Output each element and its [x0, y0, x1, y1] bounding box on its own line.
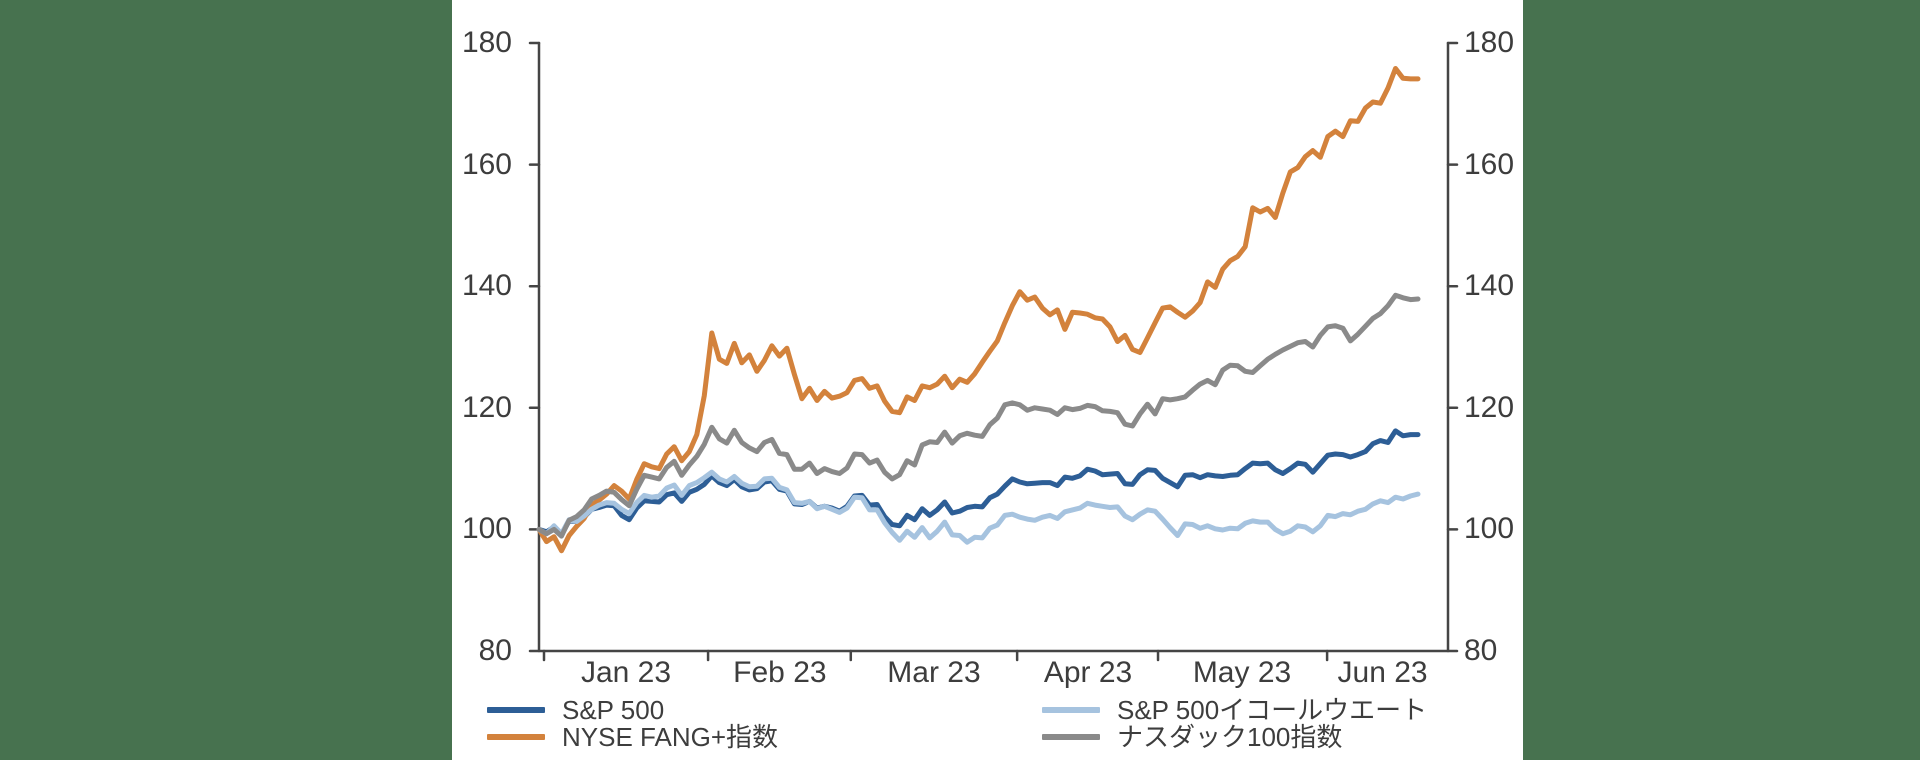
- legend-label: ナスダック100指数: [1117, 722, 1343, 752]
- x-tick-label: Jan 23: [580, 656, 672, 689]
- y-tick-label-right: 160: [1464, 147, 1515, 181]
- legend-item: S&P 500: [487, 695, 664, 725]
- legend-item: ナスダック100指数: [1042, 722, 1342, 752]
- legend-item: NYSE FANG+指数: [487, 722, 778, 752]
- legend-label: S&P 500: [562, 695, 665, 725]
- series-line-1: [536, 66, 1421, 554]
- y-tick-label-left: 140: [461, 269, 512, 303]
- y-tick-label-left: 120: [461, 390, 512, 424]
- x-tick-label: Jun 23: [1337, 656, 1428, 689]
- y-tick-label-left: 80: [478, 634, 512, 667]
- x-tick-label: May 23: [1192, 656, 1292, 689]
- y-tick-label-right: 100: [1464, 512, 1515, 546]
- y-tick-label-right: 140: [1464, 269, 1515, 303]
- series-line-0: [536, 428, 1421, 537]
- y-tick-label-right: 180: [1464, 26, 1515, 59]
- x-tick-label: Mar 23: [887, 656, 981, 689]
- legend-label: S&P 500イコールウエート: [1117, 695, 1428, 725]
- axis-frame: [537, 41, 1450, 653]
- y-tick-label-right: 120: [1464, 390, 1515, 424]
- axis-ticks: [528, 41, 1459, 662]
- y-tick-label-left: 160: [461, 147, 512, 181]
- y-tick-label-left: 100: [461, 512, 512, 546]
- x-tick-label: Feb 23: [733, 656, 827, 689]
- legend-line-swatch: [1042, 734, 1100, 740]
- left-margin-panel: [0, 0, 452, 760]
- legend-line-swatch: [487, 734, 545, 740]
- legend-line-swatch: [487, 707, 545, 713]
- legend-label: NYSE FANG+指数: [562, 722, 778, 752]
- legend-item: S&P 500イコールウエート: [1042, 695, 1427, 725]
- legend-line-swatch: [1042, 707, 1100, 713]
- x-tick-label: Apr 23: [1043, 656, 1133, 689]
- chart-panel: [452, 0, 1523, 760]
- series-line-2: [536, 469, 1421, 545]
- y-tick-label-left: 180: [461, 26, 512, 59]
- right-margin-panel: [1523, 0, 1920, 760]
- y-tick-label-right: 80: [1464, 634, 1498, 667]
- series-line-3: [536, 292, 1421, 539]
